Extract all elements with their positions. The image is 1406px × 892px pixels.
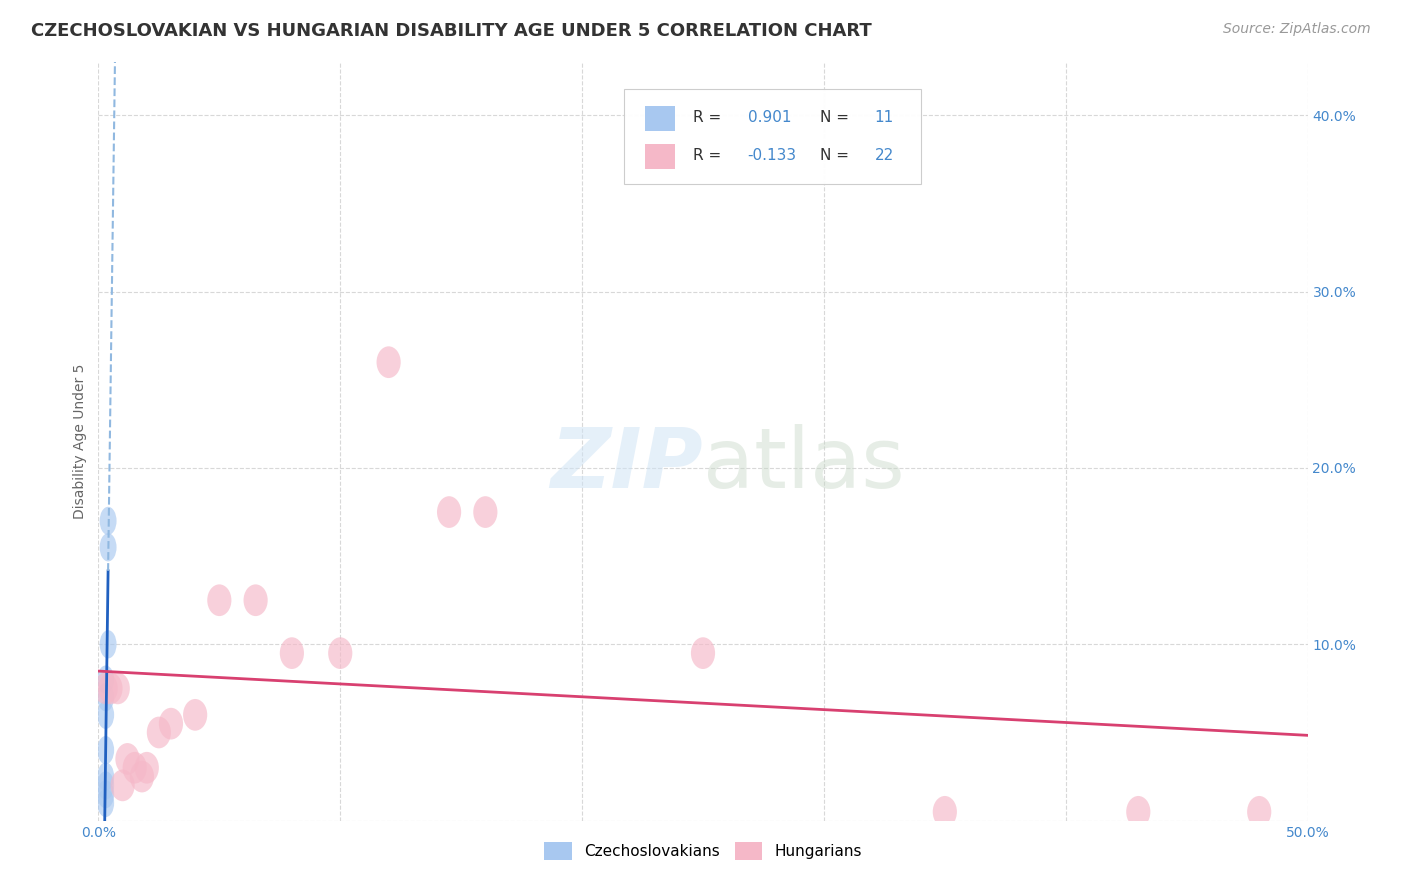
Ellipse shape xyxy=(690,637,716,669)
Ellipse shape xyxy=(280,637,304,669)
Ellipse shape xyxy=(105,673,129,705)
Ellipse shape xyxy=(159,707,183,739)
Ellipse shape xyxy=(97,701,114,729)
Ellipse shape xyxy=(328,637,353,669)
Ellipse shape xyxy=(146,716,172,748)
Ellipse shape xyxy=(932,796,957,828)
Text: Source: ZipAtlas.com: Source: ZipAtlas.com xyxy=(1223,22,1371,37)
Ellipse shape xyxy=(122,752,146,783)
Ellipse shape xyxy=(98,673,122,705)
Ellipse shape xyxy=(1247,796,1271,828)
Ellipse shape xyxy=(97,789,114,817)
Ellipse shape xyxy=(97,780,114,808)
Text: -0.133: -0.133 xyxy=(748,148,797,163)
Text: N =: N = xyxy=(820,148,855,163)
Ellipse shape xyxy=(97,772,114,799)
Text: N =: N = xyxy=(820,111,855,125)
Text: atlas: atlas xyxy=(703,424,904,505)
Text: 0.901: 0.901 xyxy=(748,111,792,125)
Ellipse shape xyxy=(97,683,114,711)
Ellipse shape xyxy=(207,584,232,616)
Text: ZIP: ZIP xyxy=(550,424,703,505)
Ellipse shape xyxy=(135,752,159,783)
Ellipse shape xyxy=(243,584,267,616)
Ellipse shape xyxy=(100,507,117,535)
Text: 11: 11 xyxy=(875,111,894,125)
Ellipse shape xyxy=(377,346,401,378)
Ellipse shape xyxy=(100,533,117,561)
Legend: Czechoslovakians, Hungarians: Czechoslovakians, Hungarians xyxy=(538,836,868,866)
FancyBboxPatch shape xyxy=(645,106,675,130)
Ellipse shape xyxy=(129,761,155,792)
FancyBboxPatch shape xyxy=(624,89,921,184)
Y-axis label: Disability Age Under 5: Disability Age Under 5 xyxy=(73,364,87,519)
FancyBboxPatch shape xyxy=(645,145,675,169)
Ellipse shape xyxy=(94,673,118,705)
Text: CZECHOSLOVAKIAN VS HUNGARIAN DISABILITY AGE UNDER 5 CORRELATION CHART: CZECHOSLOVAKIAN VS HUNGARIAN DISABILITY … xyxy=(31,22,872,40)
Text: 22: 22 xyxy=(875,148,894,163)
Ellipse shape xyxy=(97,736,114,764)
Ellipse shape xyxy=(437,496,461,528)
Ellipse shape xyxy=(97,665,114,694)
Ellipse shape xyxy=(111,770,135,801)
Ellipse shape xyxy=(1126,796,1150,828)
Ellipse shape xyxy=(97,763,114,790)
Text: R =: R = xyxy=(693,148,727,163)
Text: R =: R = xyxy=(693,111,727,125)
Ellipse shape xyxy=(474,496,498,528)
Ellipse shape xyxy=(100,631,117,658)
Ellipse shape xyxy=(115,743,139,775)
Ellipse shape xyxy=(183,699,207,731)
